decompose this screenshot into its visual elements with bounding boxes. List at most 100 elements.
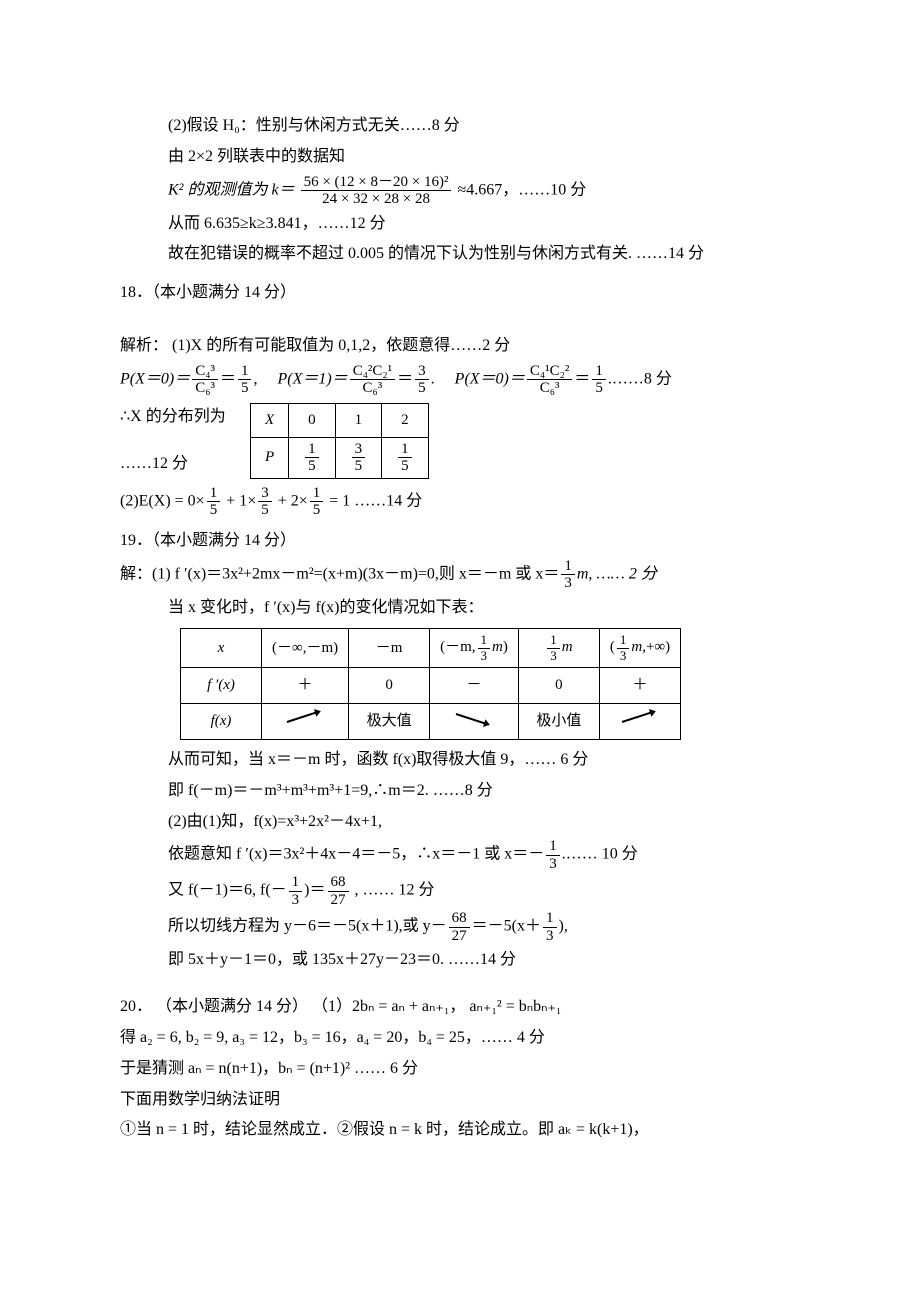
q19-l7-f1d: 3 xyxy=(289,892,303,909)
p0-den: C₆³ xyxy=(192,380,218,397)
p2-den: C₆³ xyxy=(527,380,572,397)
p2-num: C₄¹C₂² xyxy=(527,363,572,381)
q19-l8-f1n: 68 xyxy=(449,910,470,928)
q19-l1-fd: 3 xyxy=(561,575,575,592)
q19-l8-suf: ), xyxy=(559,918,568,935)
q18-expectation: (2)E(X) = 0×15 + 1×35 + 2×15 = 1 ……14 分 xyxy=(120,485,820,519)
q19-l8-f2n: 1 xyxy=(543,910,557,928)
p2-vn: 1 xyxy=(592,363,606,381)
ex-m2: + 2× xyxy=(274,492,308,509)
arrow-up-icon xyxy=(285,711,325,725)
exf1d: 5 xyxy=(207,502,221,519)
q20-l4: ①当 n = 1 时，结论显然成立．②假设 n = k 时，结论成立。即 aₖ … xyxy=(120,1116,820,1145)
q17-l4: 从而 6.635≥k≥3.841，……12 分 xyxy=(120,210,820,239)
vr3c2: 极大值 xyxy=(349,703,430,739)
vr2c1: ＋ xyxy=(262,667,349,703)
vr3c1 xyxy=(262,703,349,739)
q19-l6-fd: 3 xyxy=(546,856,560,873)
exf3d: 5 xyxy=(310,502,324,519)
q17-l1: (2)假设 H₀：性别与休闲方式无关……8 分 xyxy=(120,112,820,141)
q20-l2: 于是猜测 aₙ = n(n+1)，bₙ = (n+1)² …… 6 分 xyxy=(120,1055,820,1084)
q19-l6-fn: 1 xyxy=(546,838,560,856)
d0n: 1 xyxy=(305,441,319,459)
arrow-down-icon xyxy=(454,711,494,725)
vr1c4: 13m xyxy=(518,629,599,668)
dist-h1: 0 xyxy=(289,403,336,437)
dist-h3: 2 xyxy=(382,403,429,437)
q19-l7-f2d: 27 xyxy=(328,892,349,909)
q19-head: 19．（本小题满分 14 分） xyxy=(120,527,820,556)
var-row-x: x (－∞,－m) －m (－m,13m) 13m (13m,+∞) xyxy=(181,629,681,668)
q19-l5: (2)由(1)知，f(x)=x³+2x²－4x+1, xyxy=(120,808,820,837)
exf3n: 1 xyxy=(310,485,324,503)
q19-l7: 又 f(－1)＝6, f(－13)＝6827 , …… 12 分 xyxy=(120,874,820,908)
vr2c0: f ′(x) xyxy=(181,667,262,703)
dist-value-row: P 15 35 15 xyxy=(251,437,429,478)
p2-vd: 5 xyxy=(592,380,606,397)
var-row-fp: f ′(x) ＋ 0 － 0 ＋ xyxy=(181,667,681,703)
ex-suf: = 1 ……14 分 xyxy=(325,492,422,509)
dist-h2: 1 xyxy=(335,403,382,437)
q19-l9: 即 5x＋y－1＝0，或 135x＋27y－23＝0. ……14 分 xyxy=(120,946,820,975)
arrow-up-icon xyxy=(620,711,660,725)
dist-rl: P xyxy=(251,437,289,478)
k2-den: 24 × 32 × 28 × 28 xyxy=(301,191,452,208)
exf1n: 1 xyxy=(207,485,221,503)
dist-v1: 35 xyxy=(335,437,382,478)
q19-l4: 即 f(－m)＝－m³+m³+m³+1=9,∴m＝2. ……8 分 xyxy=(120,777,820,806)
p1-label: P(X＝1)＝ xyxy=(277,370,347,387)
q19-l8-mid: ＝－5(x＋ xyxy=(472,918,541,935)
q19-l6-pre: 依题意知 f ′(x)＝3x²＋4x－4＝－5，∴x＝－1 或 x＝－ xyxy=(168,846,544,863)
ex-pre: (2)E(X) = 0× xyxy=(120,492,205,509)
p1-den: C₆³ xyxy=(350,380,395,397)
q20-head: 20． （本小题满分 14 分） （1）2bₙ = aₙ + aₙ₊₁， aₙ₊… xyxy=(120,993,820,1022)
dist-v0: 15 xyxy=(289,437,336,478)
p1-eq: ＝ xyxy=(397,370,413,387)
q18-l1: 解析： (1)X 的所有可能取值为 0,1,2，依题意得……2 分 xyxy=(120,332,820,361)
k2-fraction: 56 × (12 × 8－20 × 16)² 24 × 32 × 28 × 28 xyxy=(301,174,452,208)
q18-dist-row: ∴X 的分布列为 ……12 分 X 0 1 2 P 15 35 15 xyxy=(120,399,820,483)
variation-table: x (－∞,－m) －m (－m,13m) 13m (13m,+∞) f ′(x… xyxy=(180,628,681,740)
q19-l2: 当 x 变化时，f ′(x)与 f(x)的变化情况如下表： xyxy=(120,594,820,623)
q19-l7-pre: 又 f(－1)＝6, f(－ xyxy=(168,882,287,899)
vr2c5: ＋ xyxy=(599,667,680,703)
p1-num: C₄²C₂¹ xyxy=(350,363,395,381)
ex-m1: + 1× xyxy=(222,492,256,509)
exf2d: 5 xyxy=(258,502,272,519)
d2n: 1 xyxy=(398,441,412,459)
p0-vd: 5 xyxy=(238,380,252,397)
q19-l7-mid: )＝ xyxy=(304,882,325,899)
p2-t: .……8 分 xyxy=(608,370,672,387)
q19-l8: 所以切线方程为 y－6＝－5(x＋1),或 y－6827＝－5(x＋13), xyxy=(120,910,820,944)
vr3c4: 极小值 xyxy=(518,703,599,739)
d1d: 5 xyxy=(352,458,366,475)
k2-suffix: ≈4.667，……10 分 xyxy=(457,181,586,198)
dist-label-pre: ∴X 的分布列为 xyxy=(120,403,240,432)
vr2c2: 0 xyxy=(349,667,430,703)
q19-l8-f2d: 3 xyxy=(543,928,557,945)
p2-label: P(X＝0)＝ xyxy=(455,370,525,387)
q19-l7-suf: , …… 12 分 xyxy=(351,882,435,899)
dist-h0: X xyxy=(251,403,289,437)
p1-t: . xyxy=(431,370,435,387)
q20-l3: 下面用数学归纳法证明 xyxy=(120,1086,820,1115)
p0-label: P(X＝0)＝ xyxy=(120,370,190,387)
p0-vn: 1 xyxy=(238,363,252,381)
vr1c0: x xyxy=(181,629,262,668)
p0-num: C₄³ xyxy=(192,363,218,381)
distribution-table: X 0 1 2 P 15 35 15 xyxy=(250,403,429,479)
var-row-f: f(x) 极大值 极小值 xyxy=(181,703,681,739)
vr3c0: f(x) xyxy=(181,703,262,739)
d1n: 3 xyxy=(352,441,366,459)
q18-probabilities: P(X＝0)＝C₄³C₆³＝15, P(X＝1)＝C₄²C₂¹C₆³＝35. P… xyxy=(120,363,820,397)
q19-l6-suf: .…… 10 分 xyxy=(562,846,638,863)
exf2n: 3 xyxy=(258,485,272,503)
p1-vn: 3 xyxy=(415,363,429,381)
vr1c3: (－m,13m) xyxy=(430,629,519,668)
q20-l1: 得 a₂ = 6, b₂ = 9, a₃ = 12，b₃ = 16，a₄ = 2… xyxy=(120,1024,820,1053)
d2d: 5 xyxy=(398,458,412,475)
d0d: 5 xyxy=(305,458,319,475)
q19-l7-f2n: 68 xyxy=(328,874,349,892)
p2-eq: ＝ xyxy=(574,370,590,387)
vr3c3 xyxy=(430,703,519,739)
